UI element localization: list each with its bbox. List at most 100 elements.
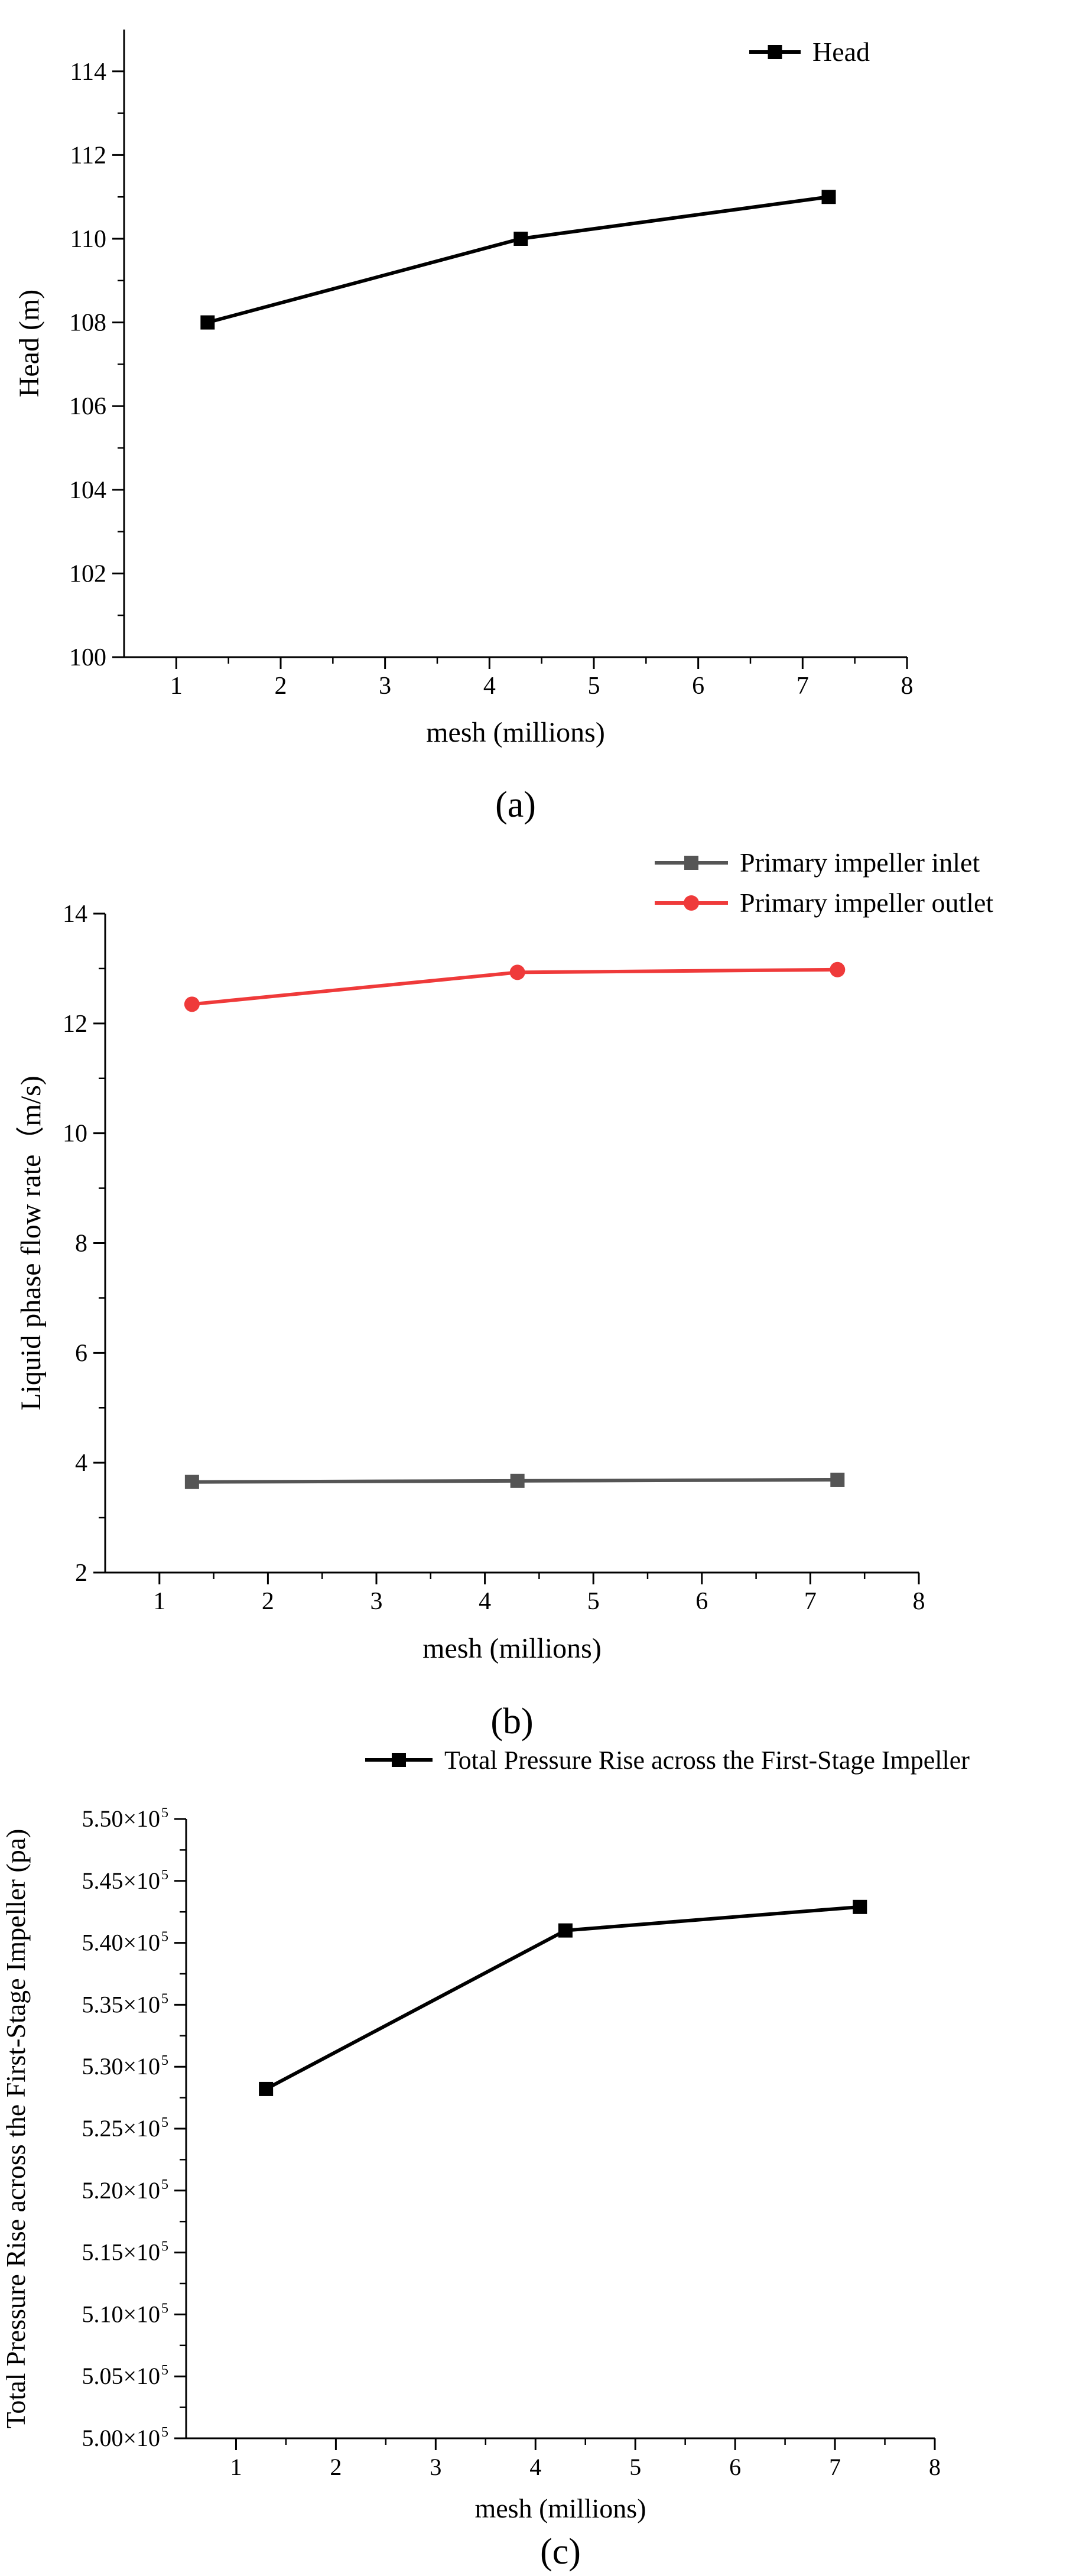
x-tick-label: 5 [587,1588,600,1615]
x-tick-label: 7 [829,2454,841,2480]
y-tick-exponent: 5 [161,1867,168,1883]
data-point [830,1472,845,1487]
data-point [821,190,836,204]
x-axis-title: mesh (millions) [474,2493,646,2523]
y-tick-exponent: 5 [161,1991,168,2006]
x-axis-title: mesh (millions) [426,717,605,748]
data-point [509,964,525,980]
x-tick-label: 8 [913,1588,925,1615]
y-tick-label: 5.00×10 [82,2425,160,2451]
y-tick-label: 5.30×10 [82,2053,160,2080]
y-tick-mantissa: 5.10 [82,2301,123,2327]
y-axis-title: Liquid phase flow rate（m/s) [15,1076,47,1411]
x-tick-label: 5 [629,2454,641,2480]
x-tick-label: 8 [901,673,914,700]
y-tick-exponent: 5 [161,2425,168,2440]
x-tick-label: 4 [479,1588,491,1615]
y-tick-mantissa: 5.05 [82,2363,123,2389]
legend-label-0: Primary impeller inlet [740,847,980,878]
y-tick-mantissa: 5.50 [82,1805,123,1832]
y-tick-label: 104 [69,477,106,504]
y-tick-times: ×10 [123,1929,160,1956]
x-tick-label: 4 [483,673,496,700]
y-tick-exponent: 5 [161,1805,168,1821]
y-tick-mantissa: 5.25 [82,2115,123,2142]
x-tick-label: 7 [797,673,809,700]
y-tick-times: ×10 [123,2363,160,2389]
y-tick-label: 5.05×10 [82,2363,160,2389]
y-tick-times: ×10 [123,2115,160,2142]
legend-marker-0 [684,856,698,870]
data-point [853,1899,867,1914]
chart-panel-c: 1 2 3 4 5 6 7 85.00×10 55.05×10 55.10×10 55.15×10 5… [1,1746,970,2572]
y-tick-exponent: 5 [161,2115,168,2130]
legend-marker-0 [392,1753,406,1767]
y-tick-mantissa: 5.00 [82,2425,123,2451]
panel-caption: (c) [540,2532,581,2572]
y-tick-times: ×10 [123,2425,160,2451]
legend-marker-1 [684,895,699,911]
y-tick-label: 5.40×10 [82,1929,160,1956]
data-point [830,961,846,977]
x-tick-label: 5 [588,673,600,700]
y-tick-label: 8 [75,1230,87,1258]
y-tick-exponent: 5 [161,2177,168,2192]
y-tick-exponent: 5 [161,2363,168,2378]
y-tick-label: 6 [75,1340,87,1367]
data-point [184,996,200,1012]
y-tick-label: 4 [75,1450,87,1477]
y-tick-mantissa: 5.40 [82,1929,123,1956]
x-tick-label: 2 [275,673,287,700]
data-point [558,1923,573,1938]
y-tick-times: ×10 [123,2301,160,2327]
y-tick-label: 5.45×10 [82,1867,160,1894]
x-tick-label: 1 [153,1588,165,1615]
y-tick-label: 114 [70,59,106,86]
legend-label-0: Head [812,37,870,67]
y-tick-times: ×10 [123,2239,160,2266]
y-tick-times: ×10 [123,1867,160,1894]
y-tick-mantissa: 5.45 [82,1867,123,1894]
x-tick-label: 3 [379,673,391,700]
y-tick-times: ×10 [123,2053,160,2080]
y-axis-title: Total Pressure Rise across the First-Sta… [1,1829,31,2429]
data-point [200,315,215,330]
x-axis-title: mesh (millions) [422,1633,602,1664]
chart-panel-a: 1 2 3 4 5 6 7 8 100 102 104 106 108 110 112 114 mesh (mi… [14,30,914,825]
data-point [184,1474,199,1489]
x-tick-label: 1 [170,673,183,700]
x-tick-label: 2 [330,2454,342,2480]
y-tick-label: 5.10×10 [82,2301,160,2327]
y-tick-label: 112 [70,142,106,169]
y-tick-label: 5.35×10 [82,1991,160,2018]
y-tick-label: 10 [63,1120,87,1148]
y-tick-label: 14 [63,901,87,928]
y-tick-exponent: 5 [161,2053,168,2068]
panel-caption: (a) [495,785,536,825]
y-tick-label: 108 [69,310,106,337]
y-tick-times: ×10 [123,1991,160,2018]
y-tick-label: 102 [69,560,106,587]
y-tick-times: ×10 [123,1805,160,1832]
y-tick-exponent: 5 [161,2301,168,2316]
x-tick-label: 7 [804,1588,817,1615]
y-tick-exponent: 5 [161,1929,168,1945]
x-tick-label: 4 [529,2454,541,2480]
series-line-0 [207,195,829,324]
y-tick-mantissa: 5.15 [82,2239,123,2266]
y-tick-label: 110 [70,226,106,253]
legend-label-0: Total Pressure Rise across the First-Sta… [444,1746,970,1775]
legend-label-1: Primary impeller outlet [740,888,993,918]
x-tick-label: 3 [430,2454,441,2480]
x-tick-label: 2 [262,1588,274,1615]
y-tick-label: 12 [63,1011,87,1038]
y-tick-times: ×10 [123,2177,160,2204]
x-tick-label: 8 [929,2454,941,2480]
data-point [510,1473,525,1488]
x-tick-label: 3 [370,1588,383,1615]
panel-caption: (b) [490,1701,533,1742]
y-tick-label: 5.15×10 [82,2239,160,2266]
y-tick-exponent: 5 [161,2239,168,2255]
